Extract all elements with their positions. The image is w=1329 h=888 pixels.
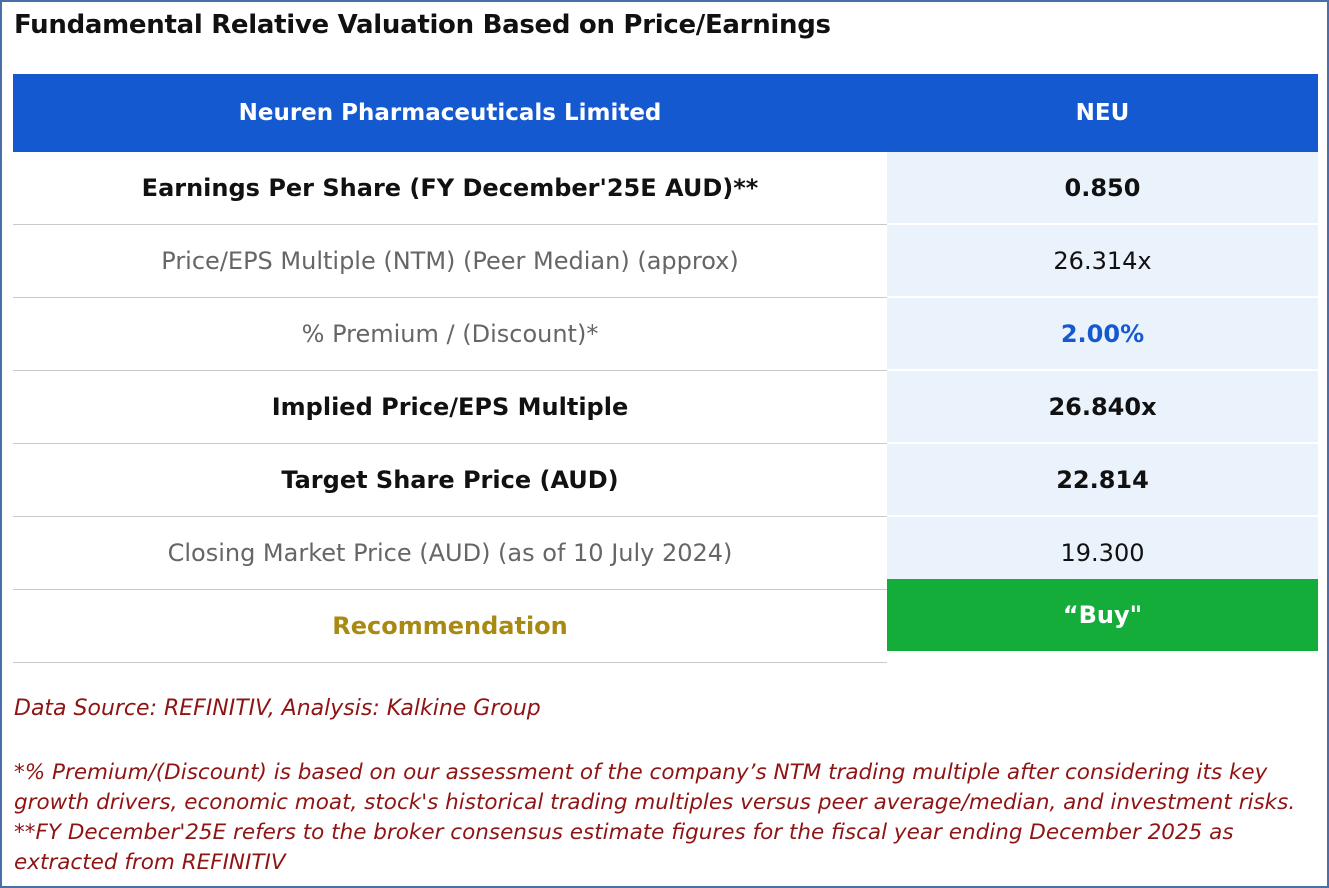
ticker-header: NEU xyxy=(887,74,1318,152)
peer-multiple-label: Price/EPS Multiple (NTM) (Peer Median) (… xyxy=(13,225,887,298)
closing-price-label: Closing Market Price (AUD) (as of 10 Jul… xyxy=(13,517,887,590)
data-source-note: Data Source: REFINITIV, Analysis: Kalkin… xyxy=(14,696,541,721)
table-header: Neuren Pharmaceuticals Limited NEU xyxy=(13,74,1318,152)
table-row-peer-multiple: Price/EPS Multiple (NTM) (Peer Median) (… xyxy=(13,225,1318,298)
recommendation-badge: “Buy" xyxy=(887,579,1318,651)
page-title: Fundamental Relative Valuation Based on … xyxy=(14,10,831,40)
company-name-header: Neuren Pharmaceuticals Limited xyxy=(13,74,887,152)
eps-label: Earnings Per Share (FY December'25E AUD)… xyxy=(13,152,887,225)
implied-multiple-label: Implied Price/EPS Multiple xyxy=(13,371,887,444)
eps-value: 0.850 xyxy=(887,152,1318,225)
premium-label: % Premium / (Discount)* xyxy=(13,298,887,371)
table-row-implied-multiple: Implied Price/EPS Multiple 26.840x xyxy=(13,371,1318,444)
table-row-recommendation: Recommendation “Buy" xyxy=(13,579,1318,663)
table-row-target-price: Target Share Price (AUD) 22.814 xyxy=(13,444,1318,517)
table-row-premium: % Premium / (Discount)* 2.00% xyxy=(13,298,1318,371)
recommendation-label: Recommendation xyxy=(13,590,887,663)
table-row-eps: Earnings Per Share (FY December'25E AUD)… xyxy=(13,152,1318,225)
valuation-table: Neuren Pharmaceuticals Limited NEU Earni… xyxy=(13,74,1318,663)
footnote: *% Premium/(Discount) is based on our as… xyxy=(14,760,1296,875)
premium-value: 2.00% xyxy=(887,298,1318,371)
target-price-label: Target Share Price (AUD) xyxy=(13,444,887,517)
peer-multiple-value: 26.314x xyxy=(887,225,1318,298)
target-price-value: 22.814 xyxy=(887,444,1318,517)
closing-price-value: 19.300 xyxy=(887,517,1318,590)
table-row-closing-price: Closing Market Price (AUD) (as of 10 Jul… xyxy=(13,517,1318,590)
implied-multiple-value: 26.840x xyxy=(887,371,1318,444)
